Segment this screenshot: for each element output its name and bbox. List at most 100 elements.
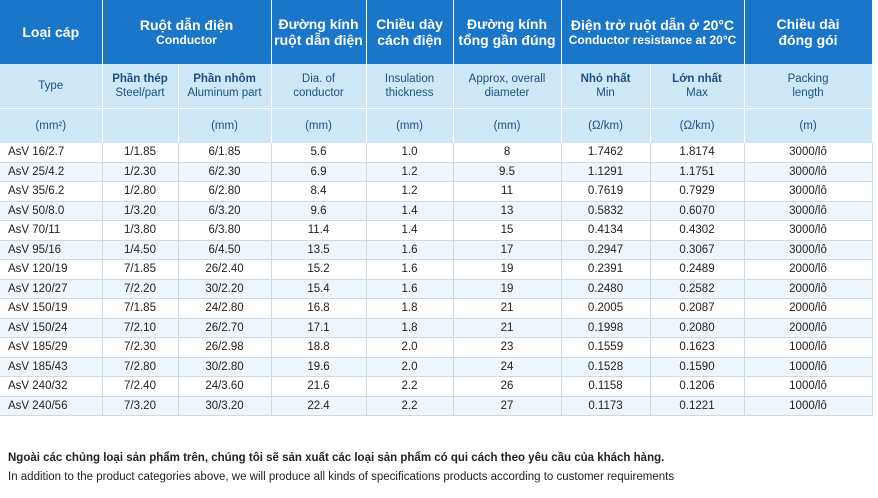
table-cell: 26 [453,376,562,397]
table-cell: 2.2 [366,396,454,416]
table-cell: 1/2.80 [102,181,179,202]
table-cell: 1.6 [366,279,454,299]
table-cell: 1.1751 [650,162,745,182]
table-row: AsV 185/43 7/2.80 30/2.80 19.6 2.0 24 0.1528 0.… [0,357,873,377]
table-cell: 0.6070 [650,201,745,221]
table-cell: 6/3.20 [178,201,272,221]
table-row: AsV 120/27 7/2.20 30/2.20 15.4 1.6 19 0.2480 0.… [0,279,873,299]
table-cell: 2000/lô [744,298,873,319]
cell-cable-type: AsV 150/19 [0,298,103,319]
col-head-conductor-diameter: Đường kính ruột dẫn điện [271,0,367,64]
table-cell: 7/2.20 [102,279,179,299]
table-cell: 0.4302 [650,220,745,241]
subhead-approx: Approx, overall diameter [453,64,562,109]
cell-cable-type: AsV 240/32 [0,376,103,397]
cell-cable-type: AsV 240/56 [0,396,103,416]
table-cell: 1.8 [366,318,454,338]
table-cell: 1/3.80 [102,220,179,241]
table-row: AsV 240/32 7/2.40 24/3.60 21.6 2.2 26 0.1158 0.… [0,376,873,397]
table-cell: 30/2.20 [178,279,272,299]
cell-cable-type: AsV 35/6.2 [0,181,103,202]
subhead-insulation: Insulation thickness [366,64,454,109]
table-row: AsV 70/11 1/3.80 6/3.80 11.4 1.4 15 0.4134 0.43… [0,220,873,241]
table-cell: 7/2.80 [102,357,179,377]
table-cell: 1/1.85 [102,143,179,163]
subhead-max: Lớn nhất Max [650,64,745,109]
table-cell: 0.4134 [561,220,651,241]
unit-approx: (mm) [453,108,562,143]
table-cell: 1.8 [366,298,454,319]
table-cell: 11.4 [271,220,367,241]
unit-packing: (m) [744,108,873,143]
table-cell: 0.1998 [561,318,651,338]
cell-cable-type: AsV 120/19 [0,259,103,280]
table-cell: 0.3067 [650,240,745,260]
table-row: AsV 95/16 1/4.50 6/4.50 13.5 1.6 17 0.2947 0.30… [0,240,873,260]
table-row: AsV 150/24 7/2.10 26/2.70 17.1 1.8 21 0.1998 0.… [0,318,873,338]
col-head-cable-type: Loại cáp [0,0,103,64]
header-row-units: (mm²) (mm) (mm) (mm) (mm) (Ω/km) (Ω/km) … [0,108,873,143]
table-cell: 1.2 [366,181,454,202]
table-cell: 1000/lô [744,337,873,358]
table-cell: 0.2087 [650,298,745,319]
table-cell: 16.8 [271,298,367,319]
table-cell: 0.5832 [561,201,651,221]
table-cell: 6/2.30 [178,162,272,182]
subhead-diameter: Dia. of conductor [271,64,367,109]
table-cell: 6.9 [271,162,367,182]
table-row: AsV 150/19 7/1.85 24/2.80 16.8 1.8 21 0.2005 0.… [0,298,873,319]
header-row-sub: Type Phần thép Steel/part Phần nhôm Alumin… [0,64,873,109]
unit-max: (Ω/km) [650,108,745,143]
table-row: AsV 50/8.0 1/3.20 6/3.20 9.6 1.4 13 0.5832 0.60… [0,201,873,221]
unit-type: (mm²) [0,108,103,143]
table-cell: 26/2.98 [178,337,272,358]
table-cell: 0.2582 [650,279,745,299]
table-cell: 24/2.80 [178,298,272,319]
table-cell: 19.6 [271,357,367,377]
unit-diameter: (mm) [271,108,367,143]
col-head-resistance: Điện trở ruột dẫn ở 20°C Conductor resis… [561,0,745,64]
table-row: AsV 25/4.2 1/2.30 6/2.30 6.9 1.2 9.5 1.1291 1.1… [0,162,873,182]
table-cell: 24 [453,357,562,377]
table-cell: 30/2.80 [178,357,272,377]
table-cell: 15 [453,220,562,241]
table-cell: 22.4 [271,396,367,416]
table-cell: 0.1158 [561,376,651,397]
table-cell: 1000/lô [744,376,873,397]
table-cell: 1.4 [366,201,454,221]
footnote-en: In addition to the product categories ab… [8,471,675,483]
table-cell: 2000/lô [744,318,873,338]
table-cell: 15.4 [271,279,367,299]
cell-cable-type: AsV 16/2.7 [0,143,103,163]
table-cell: 8.4 [271,181,367,202]
table-cell: 9.6 [271,201,367,221]
subhead-aluminum: Phần nhôm Aluminum part [178,64,272,109]
table-cell: 0.1590 [650,357,745,377]
unit-min: (Ω/km) [561,108,651,143]
table-cell: 5.6 [271,143,367,163]
table-cell: 2000/lô [744,279,873,299]
table-cell: 1.6 [366,259,454,280]
cell-cable-type: AsV 50/8.0 [0,201,103,221]
subhead-steel: Phần thép Steel/part [102,64,179,109]
subhead-min: Nhỏ nhất Min [561,64,651,109]
table-cell: 17.1 [271,318,367,338]
table-cell: 1/2.30 [102,162,179,182]
table-row: AsV 35/6.2 1/2.80 6/2.80 8.4 1.2 11 0.7619 0.79… [0,181,873,202]
table-cell: 7/2.40 [102,376,179,397]
table-cell: 2000/lô [744,259,873,280]
table-cell: 1.1291 [561,162,651,182]
table-cell: 21 [453,318,562,338]
table-cell: 0.1623 [650,337,745,358]
cell-cable-type: AsV 185/29 [0,337,103,358]
table-cell: 26/2.70 [178,318,272,338]
table-cell: 6/2.80 [178,181,272,202]
table-cell: 1.4 [366,220,454,241]
table-cell: 13.5 [271,240,367,260]
table-cell: 1.0 [366,143,454,163]
footnote-vi: Ngoài các chủng loại sản phẩm trên, chún… [8,452,665,464]
col-head-overall-diameter: Đường kính tổng gần đúng [453,0,562,64]
col-head-insulation: Chiều dày cách điện [366,0,454,64]
table-cell: 3000/lô [744,181,873,202]
